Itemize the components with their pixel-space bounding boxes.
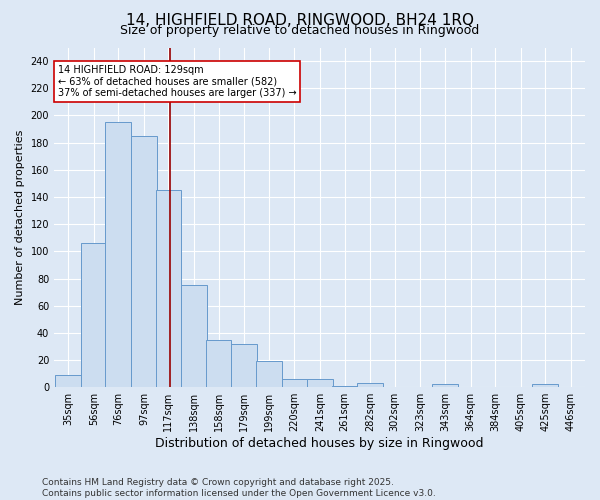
Bar	[256, 362, 281, 387]
Bar	[81, 243, 107, 387]
Bar	[307, 379, 333, 387]
X-axis label: Distribution of detached houses by size in Ringwood: Distribution of detached houses by size …	[155, 437, 484, 450]
Text: 14 HIGHFIELD ROAD: 129sqm
← 63% of detached houses are smaller (582)
37% of semi: 14 HIGHFIELD ROAD: 129sqm ← 63% of detac…	[58, 65, 296, 98]
Text: 14, HIGHFIELD ROAD, RINGWOOD, BH24 1RQ: 14, HIGHFIELD ROAD, RINGWOOD, BH24 1RQ	[126, 13, 474, 28]
Bar	[532, 384, 558, 387]
Text: Contains HM Land Registry data © Crown copyright and database right 2025.
Contai: Contains HM Land Registry data © Crown c…	[42, 478, 436, 498]
Text: Size of property relative to detached houses in Ringwood: Size of property relative to detached ho…	[121, 24, 479, 37]
Bar	[206, 340, 232, 387]
Bar	[155, 190, 181, 387]
Bar	[232, 344, 257, 387]
Bar	[181, 286, 207, 387]
Bar	[55, 375, 81, 387]
Bar	[281, 379, 307, 387]
Bar	[358, 383, 383, 387]
Y-axis label: Number of detached properties: Number of detached properties	[15, 130, 25, 305]
Bar	[332, 386, 358, 387]
Bar	[131, 136, 157, 387]
Bar	[106, 122, 131, 387]
Bar	[432, 384, 458, 387]
